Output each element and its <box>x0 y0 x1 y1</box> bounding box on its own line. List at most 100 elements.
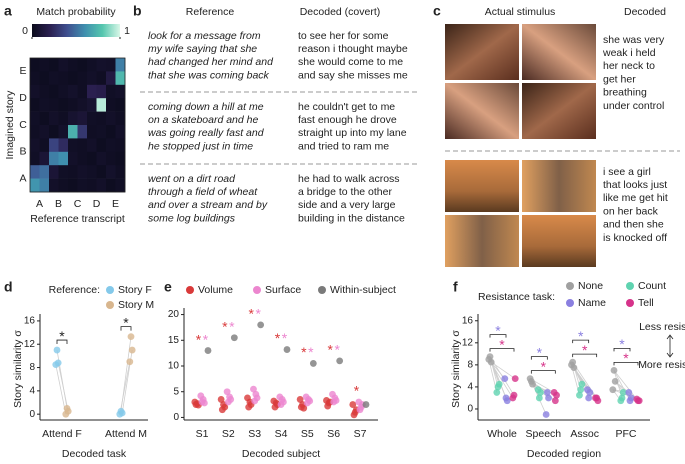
heatmap-cell <box>49 178 59 193</box>
heatmap-cell <box>58 98 69 112</box>
legend-label: Story M <box>118 299 154 311</box>
heatmap-cell <box>68 71 78 86</box>
heatmap-cell <box>115 138 126 153</box>
legend-label: Count <box>638 280 666 292</box>
heatmap-cell <box>87 98 97 112</box>
data-point <box>201 399 208 407</box>
y-tick-label: 15 <box>168 335 180 346</box>
heatmap-cell <box>115 111 126 126</box>
heatmap-cell <box>39 125 50 139</box>
heatmap-cell <box>49 111 59 126</box>
heatmap-cell <box>58 178 69 193</box>
y-tick-label: 12 <box>24 339 36 350</box>
data-point <box>529 380 536 388</box>
significance-bracket <box>530 370 556 374</box>
heatmap-cell <box>68 178 78 193</box>
heatmap-cell <box>106 84 116 99</box>
legend-label: Tell <box>638 297 654 309</box>
column-header: Actual stimulus <box>485 6 556 18</box>
data-point <box>221 403 229 411</box>
decoded-text: he couldn't get to me <box>298 101 395 113</box>
heatmap-cell <box>68 151 78 166</box>
significance-mark: * <box>229 318 235 334</box>
data-point <box>309 360 317 367</box>
colorbar-tick-label: 0 <box>22 25 28 37</box>
heatmap-cell <box>49 138 59 153</box>
decoded-text: that looks just <box>603 179 667 191</box>
significance-bracket <box>489 334 507 338</box>
legend-swatch <box>253 286 261 294</box>
x-tick-label: D <box>93 198 101 210</box>
colorbar-title: Match probability <box>36 6 116 18</box>
heatmap-cell <box>96 138 107 153</box>
x-axis-label: Decoded region <box>527 448 601 460</box>
heatmap-cell <box>77 178 88 193</box>
decoded-text: i see a girl <box>603 166 651 178</box>
heatmap-cell <box>39 151 50 166</box>
x-tick-label: S7 <box>354 428 367 440</box>
decoded-text: he had to walk across <box>298 173 400 185</box>
heatmap-cell <box>58 58 69 72</box>
data-point <box>592 394 599 402</box>
data-point <box>336 357 344 365</box>
data-point <box>495 380 503 388</box>
heatmap-cell <box>106 111 116 126</box>
legend-swatch <box>566 299 574 307</box>
data-point <box>511 375 519 383</box>
y-tick-label: B <box>19 146 26 158</box>
heatmap-cell <box>39 71 50 86</box>
y-tick-label: 16 <box>462 315 474 326</box>
data-point <box>584 386 591 394</box>
x-tick-label: S1 <box>196 428 209 440</box>
legend-swatch <box>186 286 194 294</box>
decoded-text: breathing <box>603 87 647 99</box>
reference-text: some log buildings <box>148 212 236 224</box>
heatmap-cell <box>58 125 69 139</box>
data-point <box>223 388 231 396</box>
heatmap-cell <box>68 58 78 72</box>
y-tick-label: 16 <box>24 316 36 327</box>
y-tick-label: D <box>19 92 27 104</box>
significance-bracket <box>572 353 598 358</box>
heatmap-cell <box>77 151 88 166</box>
data-point <box>250 385 257 393</box>
y-tick-label: E <box>19 65 26 77</box>
heatmap-cell <box>30 165 40 179</box>
reference-text: on a skateboard and he <box>148 114 258 126</box>
significance-mark: * <box>123 314 129 330</box>
y-axis-label: Story similarity σ <box>12 330 24 408</box>
y-tick-label: A <box>19 172 26 184</box>
heatmap-cell <box>77 138 88 153</box>
significance-mark: * <box>495 322 501 338</box>
heatmap-cell <box>58 151 69 166</box>
data-point <box>53 346 61 354</box>
x-axis-label: Decoded subject <box>242 448 320 460</box>
heatmap-cell <box>68 138 78 153</box>
data-point <box>296 396 304 403</box>
data-point <box>253 394 261 402</box>
reference-text: and over a stream and by <box>148 199 268 211</box>
heatmap-cell <box>87 165 97 179</box>
frame <box>445 24 519 80</box>
significance-mark: * <box>222 318 228 334</box>
y-tick-label: 0 <box>29 409 35 420</box>
y-tick-label: 4 <box>467 382 473 393</box>
heatmap-cell <box>87 84 97 99</box>
heatmap-cell <box>106 125 116 139</box>
data-point <box>577 386 585 394</box>
connector <box>488 359 514 399</box>
data-point <box>276 393 284 401</box>
significance-mark: * <box>308 344 314 360</box>
reference-text: he stopped just in time <box>148 140 253 152</box>
data-point <box>362 401 370 408</box>
panel-label: d <box>4 279 13 295</box>
heatmap-cell <box>106 138 116 153</box>
heatmap-cell <box>77 111 88 126</box>
decoded-text: she was very <box>603 34 665 46</box>
x-tick-label: S5 <box>301 428 314 440</box>
heatmap-cell <box>77 84 88 99</box>
data-point <box>542 411 550 418</box>
heatmap-cell <box>30 151 40 166</box>
side-label: More resisted <box>638 359 685 371</box>
